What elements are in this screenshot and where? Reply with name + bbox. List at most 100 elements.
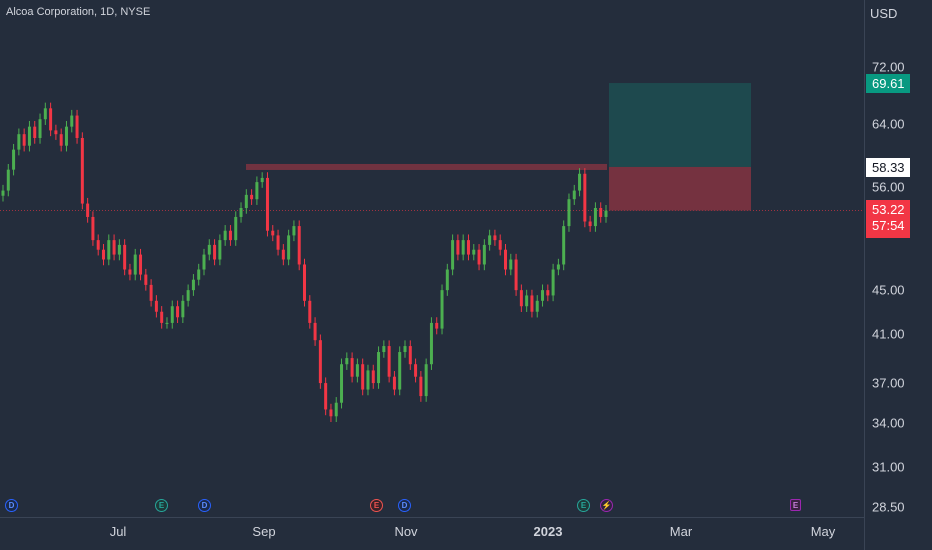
candle-body bbox=[102, 249, 105, 260]
candle-body bbox=[64, 126, 68, 146]
candle-body bbox=[276, 235, 280, 250]
candle-body bbox=[546, 290, 550, 296]
resistance-band bbox=[246, 163, 607, 170]
candle-body bbox=[49, 108, 53, 131]
candle-body bbox=[345, 358, 349, 365]
candle-body bbox=[123, 244, 127, 270]
candle-body bbox=[567, 199, 571, 227]
candle-body bbox=[366, 370, 370, 390]
candle-body bbox=[112, 240, 116, 255]
candle-body bbox=[377, 352, 381, 384]
split-event-icon[interactable]: ⚡ bbox=[600, 499, 613, 512]
candle-body bbox=[371, 370, 375, 384]
candle-body bbox=[33, 126, 37, 138]
candle-body bbox=[445, 269, 449, 291]
candle-body bbox=[1, 190, 5, 196]
candle-body bbox=[408, 346, 412, 365]
candle-body bbox=[170, 306, 174, 323]
dividend-event-icon[interactable]: D bbox=[398, 499, 411, 512]
candle-body bbox=[593, 207, 597, 227]
candle-body bbox=[22, 134, 26, 146]
earnings-event-icon[interactable]: E bbox=[790, 499, 801, 511]
candle-body bbox=[488, 235, 492, 245]
price-tick: 34.00 bbox=[872, 415, 905, 431]
candle-body bbox=[504, 249, 507, 270]
candle-body bbox=[255, 182, 259, 200]
candle-body bbox=[599, 207, 603, 217]
candle-body bbox=[340, 364, 344, 403]
price-tick: 41.00 bbox=[872, 326, 905, 342]
candle-body bbox=[228, 230, 232, 241]
price-tick: 45.00 bbox=[872, 282, 905, 298]
candle-body bbox=[451, 240, 455, 270]
time-axis-border bbox=[0, 517, 864, 518]
candle-body bbox=[234, 216, 238, 241]
candle-body bbox=[424, 364, 428, 397]
candle-body bbox=[17, 134, 21, 150]
time-tick: Nov bbox=[394, 524, 418, 539]
candle-body bbox=[181, 300, 185, 318]
candle-body bbox=[265, 177, 269, 231]
candle-body bbox=[308, 300, 312, 323]
candle-body bbox=[551, 269, 555, 296]
candle-body bbox=[27, 126, 31, 146]
candle-body bbox=[313, 322, 317, 341]
candle-body bbox=[70, 115, 74, 127]
price-axis-border bbox=[864, 0, 865, 550]
candle-body bbox=[466, 240, 470, 255]
bar-countdown: 57:54 bbox=[872, 218, 905, 233]
candle-body bbox=[456, 240, 460, 255]
currency-label: USD bbox=[870, 6, 898, 21]
current-price-tag: 53.22 57:54 bbox=[866, 200, 910, 238]
candle-body bbox=[440, 290, 444, 329]
candle-body bbox=[324, 383, 328, 410]
candle-body bbox=[12, 149, 16, 170]
earnings-event-icon[interactable]: E bbox=[155, 499, 168, 512]
candle-body bbox=[604, 210, 608, 217]
dividend-event-icon[interactable]: D bbox=[198, 499, 211, 512]
candle-body bbox=[202, 254, 206, 270]
candle-body bbox=[218, 240, 222, 260]
candle-body bbox=[149, 284, 153, 301]
chart-title: Alcoa Corporation, 1D, NYSE bbox=[6, 6, 151, 18]
candle-body bbox=[223, 230, 227, 241]
earnings-event-icon[interactable]: E bbox=[577, 499, 590, 512]
loss-zone bbox=[609, 166, 751, 211]
candle-body bbox=[429, 322, 433, 365]
target-price-tag: 69.61 bbox=[866, 74, 910, 93]
candle-body bbox=[160, 311, 164, 323]
candle-body bbox=[509, 259, 513, 270]
candle-body bbox=[355, 364, 359, 377]
candle-body bbox=[197, 269, 201, 280]
price-tick: 72.00 bbox=[872, 59, 905, 75]
candle-body bbox=[350, 358, 354, 377]
candle-body bbox=[414, 364, 418, 377]
candle-body bbox=[514, 259, 518, 291]
candle-body bbox=[250, 194, 254, 200]
candles-group bbox=[1, 102, 608, 423]
time-tick-year: 2023 bbox=[533, 524, 563, 539]
candle-body bbox=[493, 235, 497, 241]
candle-body bbox=[176, 306, 180, 318]
price-tick: 31.00 bbox=[872, 459, 905, 475]
candle-body bbox=[213, 244, 217, 260]
price-tick: 28.50 bbox=[872, 499, 905, 515]
candle-body bbox=[578, 173, 582, 191]
candle-body bbox=[292, 226, 296, 236]
candle-body bbox=[54, 130, 58, 135]
dividend-event-icon[interactable]: D bbox=[5, 499, 18, 512]
candle-body bbox=[6, 169, 10, 191]
candle-body bbox=[556, 264, 560, 270]
candle-body bbox=[525, 295, 529, 307]
candle-body bbox=[86, 203, 90, 217]
earnings-event-icon[interactable]: E bbox=[370, 499, 383, 512]
candle-body bbox=[96, 240, 100, 250]
current-price-value: 53.22 bbox=[872, 202, 905, 217]
candle-body bbox=[477, 249, 481, 265]
time-tick: Mar bbox=[669, 524, 693, 539]
price-tick: 64.00 bbox=[872, 116, 905, 132]
candle-body bbox=[519, 290, 523, 307]
candle-body bbox=[144, 274, 148, 285]
price-tick: 56.00 bbox=[872, 179, 905, 195]
